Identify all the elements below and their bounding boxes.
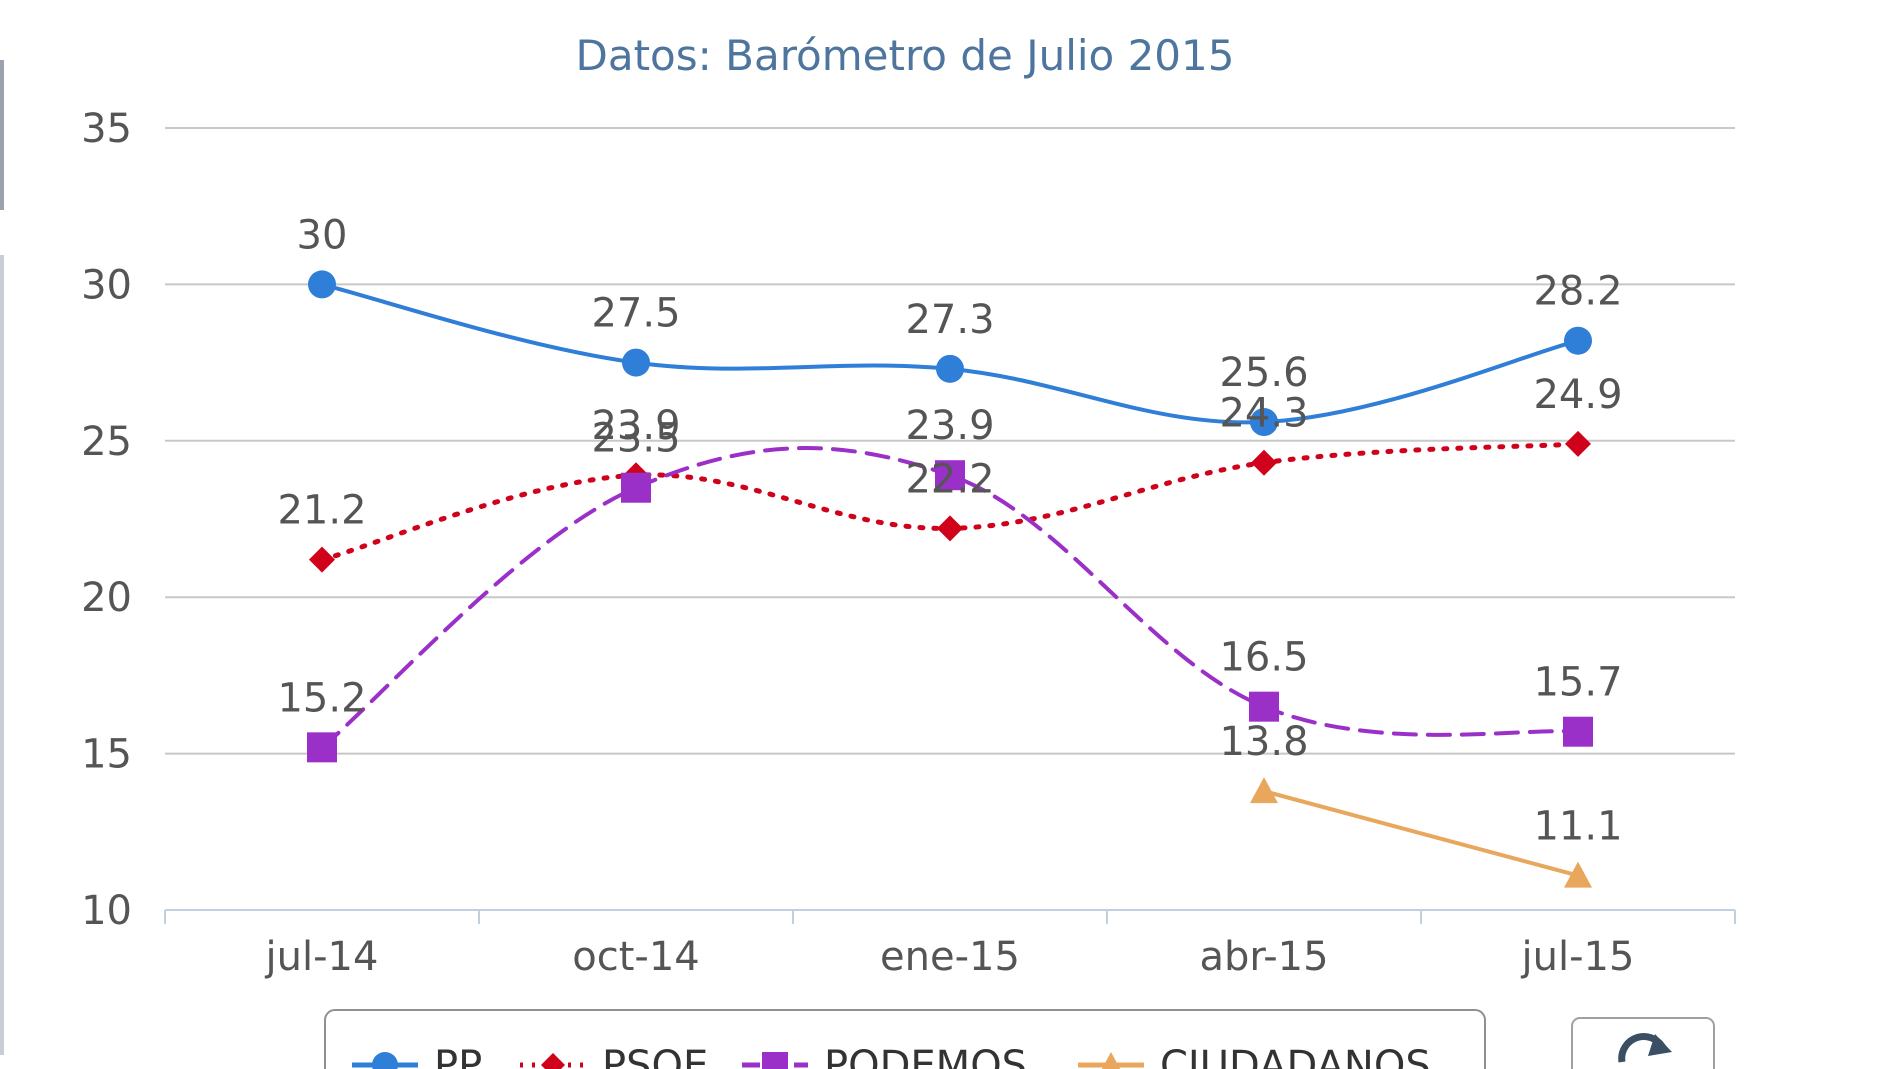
legend-item-psoe[interactable]: PSOE bbox=[520, 1043, 708, 1069]
marker-psoe[interactable] bbox=[1565, 430, 1591, 457]
marker-pp[interactable] bbox=[622, 348, 650, 377]
x-tick-label: ene-15 bbox=[880, 934, 1020, 980]
x-tick-label: jul-14 bbox=[265, 934, 379, 980]
reset-zoom-button[interactable] bbox=[1571, 1017, 1715, 1069]
data-label-podemos: 15.7 bbox=[1533, 660, 1622, 706]
legend-label: PP bbox=[434, 1043, 482, 1069]
chart-legend[interactable]: PP PSOE PODEMOS CIUDADANOS bbox=[324, 1009, 1486, 1069]
marker-pp[interactable] bbox=[308, 270, 336, 299]
marker-pp[interactable] bbox=[936, 354, 964, 383]
legend-label: CIUDADANOS bbox=[1160, 1043, 1431, 1069]
legend-label: PODEMOS bbox=[824, 1043, 1027, 1069]
marker-pp[interactable] bbox=[1564, 326, 1592, 355]
marker-podemos[interactable] bbox=[1249, 691, 1279, 722]
data-label-podemos: 23.9 bbox=[905, 403, 994, 449]
marker-psoe[interactable] bbox=[1251, 449, 1277, 476]
data-label-pp: 27.3 bbox=[905, 297, 994, 343]
data-label-pp: 27.5 bbox=[591, 291, 680, 337]
marker-podemos[interactable] bbox=[935, 460, 965, 491]
legend-marker bbox=[541, 1053, 565, 1069]
data-label-pp: 25.6 bbox=[1219, 350, 1308, 396]
data-label-psoe: 24.3 bbox=[1219, 391, 1308, 437]
data-label-podemos: 23.5 bbox=[591, 416, 680, 462]
refresh-icon-arrow bbox=[1648, 1034, 1672, 1056]
data-label-psoe: 22.2 bbox=[905, 456, 994, 502]
grid-lines bbox=[165, 127, 1735, 911]
marker-ciudadanos[interactable] bbox=[1564, 861, 1592, 888]
y-tick-label: 20 bbox=[81, 575, 132, 621]
chart-subtitle: Datos: Barómetro de Julio 2015 bbox=[576, 31, 1235, 80]
marker-ciudadanos[interactable] bbox=[1250, 777, 1278, 804]
data-label-pp: 28.2 bbox=[1533, 269, 1622, 315]
x-tick-label: oct-14 bbox=[572, 934, 699, 980]
y-tick-label: 15 bbox=[81, 732, 132, 778]
data-label-ciudadanos: 11.1 bbox=[1533, 804, 1622, 850]
legend-label: PSOE bbox=[602, 1043, 708, 1069]
legend-item-podemos[interactable]: PODEMOS bbox=[742, 1043, 1027, 1069]
marker-podemos[interactable] bbox=[307, 732, 337, 763]
y-tick-label: 25 bbox=[81, 419, 132, 465]
x-tick-label: abr-15 bbox=[1199, 934, 1328, 980]
legend-marker bbox=[1101, 1052, 1121, 1069]
data-label-psoe: 23.9 bbox=[591, 403, 680, 449]
marker-pp[interactable] bbox=[1250, 408, 1278, 437]
left-panel-edge-lower bbox=[0, 255, 4, 1055]
series-markers[interactable] bbox=[307, 270, 1593, 888]
data-label-podemos: 16.5 bbox=[1219, 635, 1308, 681]
marker-podemos[interactable] bbox=[1563, 716, 1593, 747]
y-tick-label: 30 bbox=[81, 262, 132, 308]
legend-box bbox=[324, 1009, 1486, 1069]
y-axis: 10 15 20 25 30 35 bbox=[81, 106, 132, 934]
y-tick-label: 10 bbox=[81, 888, 132, 934]
x-tick-label: jul-15 bbox=[1521, 934, 1635, 980]
data-label-podemos: 15.2 bbox=[277, 675, 366, 721]
legend-marker bbox=[762, 1052, 788, 1069]
data-label-ciudadanos: 13.8 bbox=[1219, 719, 1308, 765]
marker-psoe[interactable] bbox=[309, 546, 335, 573]
series-line-ciudadanos bbox=[1262, 789, 1580, 878]
reset-button-box bbox=[1571, 1017, 1715, 1069]
left-panel-edge bbox=[0, 60, 4, 210]
legend-item-pp[interactable]: PP bbox=[352, 1043, 482, 1069]
data-label-psoe: 24.9 bbox=[1533, 372, 1622, 418]
marker-podemos[interactable] bbox=[621, 472, 651, 503]
legend-item-ciudadanos[interactable]: CIUDADANOS bbox=[1078, 1043, 1431, 1069]
marker-psoe[interactable] bbox=[937, 515, 963, 542]
data-label-pp: 30 bbox=[297, 212, 348, 258]
y-tick-label: 35 bbox=[81, 106, 132, 152]
legend-marker bbox=[372, 1052, 398, 1069]
data-label-psoe: 21.2 bbox=[277, 488, 366, 534]
x-axis: jul-14 oct-14 ene-15 abr-15 jul-15 bbox=[164, 910, 1736, 980]
data-labels: 30 27.5 27.3 25.6 28.2 21.2 23.9 22.2 24.3 24.9 15… bbox=[277, 212, 1622, 849]
